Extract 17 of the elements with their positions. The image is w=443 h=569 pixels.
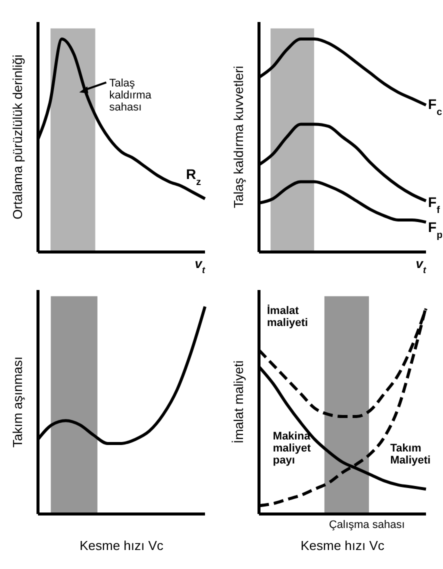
- series-label: Takım Maliyeti: [390, 442, 431, 466]
- y-axis-title: Talaş kaldırma kuvvetleri: [231, 66, 246, 208]
- series-label: R$_{z}$: [186, 166, 202, 188]
- series-label: F$_{c}$: [428, 96, 443, 118]
- series-label: F$_{p}$: [428, 219, 443, 241]
- text: İmalat maliyeti: [267, 304, 308, 330]
- x-axis-title: v$_{t}$: [416, 256, 427, 275]
- y-axis-title: Ortalama pürüzlülük derinliği: [10, 54, 25, 220]
- annotation: Talaş kaldırma sahası: [109, 77, 152, 114]
- y-axis-title: İmalat maliyeti: [231, 360, 246, 444]
- y-axis-title: Takım aşınması: [10, 356, 25, 448]
- series-label: F$_{f}$: [428, 194, 441, 216]
- x-axis-title: Kesme hızı Vc: [80, 538, 164, 553]
- x-axis-title: v$_{t}$: [194, 256, 206, 275]
- x-axis-title: Kesme hızı Vc: [300, 538, 385, 553]
- text: Çalışma sahası: [328, 519, 405, 531]
- series-label: Makina maliyet payı: [272, 430, 312, 466]
